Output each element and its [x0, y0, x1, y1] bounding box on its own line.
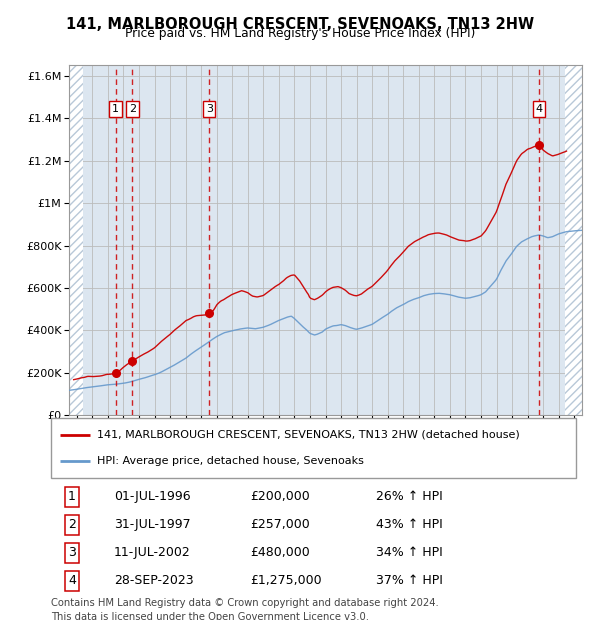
Text: 141, MARLBOROUGH CRESCENT, SEVENOAKS, TN13 2HW (detached house): 141, MARLBOROUGH CRESCENT, SEVENOAKS, TN… [97, 430, 520, 440]
Text: 4: 4 [68, 574, 76, 587]
Text: £200,000: £200,000 [251, 490, 310, 503]
Text: 28-SEP-2023: 28-SEP-2023 [114, 574, 194, 587]
Text: £257,000: £257,000 [251, 518, 310, 531]
Text: 37% ↑ HPI: 37% ↑ HPI [377, 574, 443, 587]
Text: 34% ↑ HPI: 34% ↑ HPI [377, 546, 443, 559]
Text: 2: 2 [129, 104, 136, 114]
Text: Contains HM Land Registry data © Crown copyright and database right 2024.: Contains HM Land Registry data © Crown c… [51, 598, 439, 608]
Text: 2: 2 [68, 518, 76, 531]
Bar [565, 65, 582, 415]
Bar [69, 65, 83, 415]
Text: 26% ↑ HPI: 26% ↑ HPI [377, 490, 443, 503]
FancyBboxPatch shape [51, 418, 576, 478]
Text: Price paid vs. HM Land Registry's House Price Index (HPI): Price paid vs. HM Land Registry's House … [125, 27, 475, 40]
Text: 141, MARLBOROUGH CRESCENT, SEVENOAKS, TN13 2HW: 141, MARLBOROUGH CRESCENT, SEVENOAKS, TN… [66, 17, 534, 32]
Text: £480,000: £480,000 [251, 546, 310, 559]
Text: £1,275,000: £1,275,000 [251, 574, 322, 587]
Text: HPI: Average price, detached house, Sevenoaks: HPI: Average price, detached house, Seve… [97, 456, 364, 466]
Text: 1: 1 [112, 104, 119, 114]
Text: 1: 1 [68, 490, 76, 503]
Text: 11-JUL-2002: 11-JUL-2002 [114, 546, 191, 559]
Text: 4: 4 [536, 104, 542, 114]
Text: 3: 3 [206, 104, 213, 114]
Text: 43% ↑ HPI: 43% ↑ HPI [377, 518, 443, 531]
Text: 31-JUL-1997: 31-JUL-1997 [114, 518, 191, 531]
Text: 3: 3 [68, 546, 76, 559]
Text: This data is licensed under the Open Government Licence v3.0.: This data is licensed under the Open Gov… [51, 612, 369, 620]
Text: 01-JUL-1996: 01-JUL-1996 [114, 490, 191, 503]
